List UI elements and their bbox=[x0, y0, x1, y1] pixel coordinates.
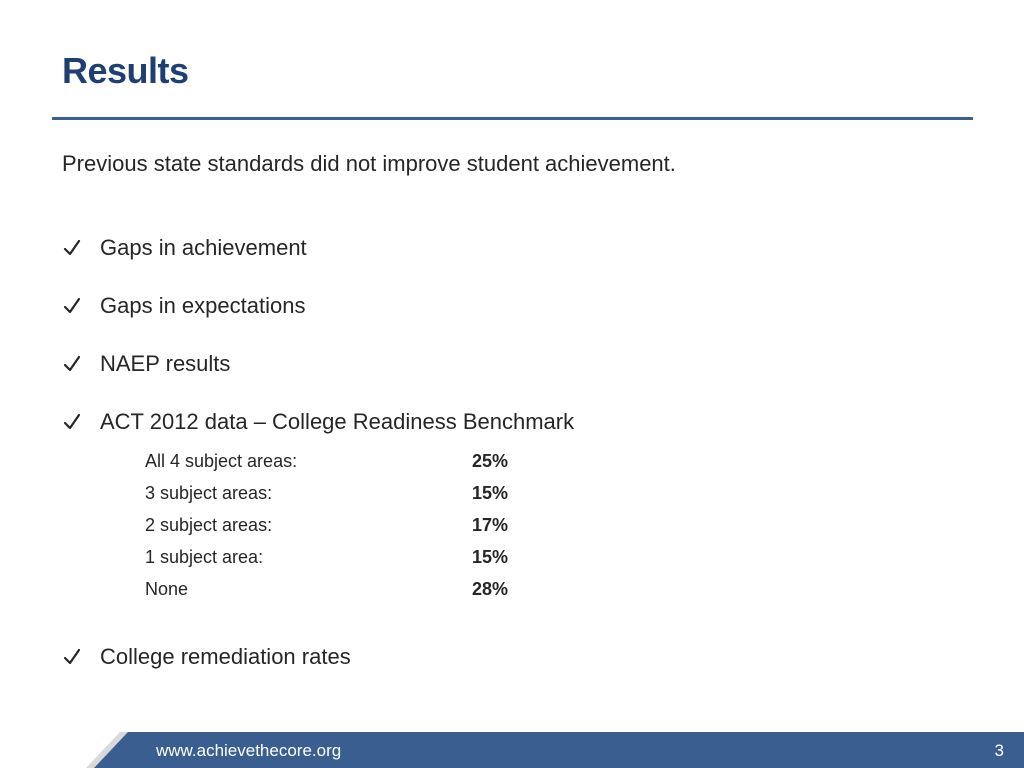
checklist-label: Gaps in achievement bbox=[100, 235, 307, 260]
act-data-row: 3 subject areas: 15% bbox=[145, 483, 565, 507]
act-row-value: 25% bbox=[472, 451, 509, 471]
checklist-item: NAEP results bbox=[62, 349, 230, 379]
act-row-value: 17% bbox=[472, 515, 509, 535]
checklist-label: NAEP results bbox=[100, 351, 231, 376]
checkmark-icon bbox=[62, 354, 82, 374]
checklist-label: College remediation rates bbox=[100, 644, 351, 669]
checkmark-icon bbox=[62, 296, 82, 316]
act-data-row: All 4 subject areas: 25% bbox=[145, 451, 565, 475]
slide-title: Results bbox=[62, 50, 189, 91]
checkmark-icon bbox=[62, 647, 82, 667]
footer-url: www.achievethecore.org bbox=[156, 741, 342, 760]
act-row-label: 2 subject areas: bbox=[145, 515, 273, 535]
act-row-value: 15% bbox=[472, 483, 509, 503]
checklist-item: ACT 2012 data – College Readiness Benchm… bbox=[62, 407, 574, 437]
act-row-label: 1 subject area: bbox=[145, 547, 264, 567]
intro-text: Previous state standards did not improve… bbox=[62, 151, 676, 176]
act-row-label: All 4 subject areas: bbox=[145, 451, 298, 471]
act-row-value: 28% bbox=[472, 579, 509, 599]
checklist-item: College remediation rates bbox=[62, 642, 351, 672]
footer-shape bbox=[86, 732, 1024, 768]
checklist-item: Gaps in expectations bbox=[62, 291, 305, 321]
checkmark-icon bbox=[62, 412, 82, 432]
act-data-row: 1 subject area: 15% bbox=[145, 547, 565, 571]
act-row-label: None bbox=[145, 579, 189, 599]
act-data-row: 2 subject areas: 17% bbox=[145, 515, 565, 539]
act-row-label: 3 subject areas: bbox=[145, 483, 273, 503]
act-row-value: 15% bbox=[472, 547, 509, 567]
footer-bar: www.achievethecore.org 3 bbox=[0, 732, 1024, 768]
checklist-label: Gaps in expectations bbox=[100, 293, 306, 318]
checklist-item: Gaps in achievement bbox=[62, 233, 307, 263]
title-divider bbox=[52, 117, 973, 120]
page-number: 3 bbox=[994, 741, 1004, 760]
checklist-label: ACT 2012 data – College Readiness Benchm… bbox=[100, 409, 575, 434]
act-data-row: None 28% bbox=[145, 579, 565, 603]
checkmark-icon bbox=[62, 238, 82, 258]
